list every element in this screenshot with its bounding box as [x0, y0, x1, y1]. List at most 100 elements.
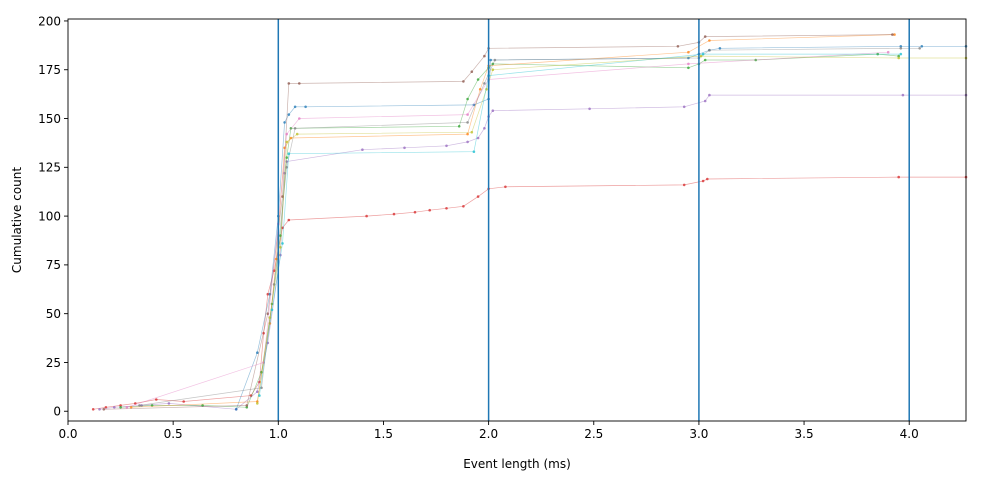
- data-point: [472, 103, 476, 107]
- series-line: [131, 34, 895, 408]
- data-point: [483, 82, 486, 85]
- series-7: [138, 47, 921, 407]
- data-point: [708, 48, 711, 52]
- data-point: [266, 292, 270, 296]
- series-3: [119, 52, 900, 409]
- data-point: [413, 210, 417, 214]
- data-point: [295, 132, 299, 136]
- series-line: [103, 34, 893, 410]
- data-point: [703, 99, 707, 103]
- data-point: [470, 70, 474, 73]
- x-tick-label: 1.5: [374, 427, 393, 441]
- data-point: [701, 52, 705, 56]
- series-line: [259, 53, 901, 396]
- data-point: [125, 406, 129, 409]
- y-tick-label: 100: [38, 209, 61, 223]
- data-point: [285, 166, 289, 169]
- data-point: [102, 408, 106, 411]
- y-axis-label: Cumulative count: [10, 167, 24, 273]
- data-point: [98, 408, 101, 411]
- data-point: [274, 257, 278, 261]
- data-point: [457, 125, 461, 128]
- data-point: [918, 47, 921, 50]
- data-point: [283, 171, 286, 175]
- data-point: [281, 242, 284, 245]
- data-point: [287, 82, 291, 85]
- data-point: [298, 82, 301, 85]
- data-point: [706, 177, 709, 181]
- data-point: [899, 45, 903, 48]
- y-tick-label: 75: [46, 258, 61, 272]
- data-point: [119, 404, 122, 407]
- data-point: [155, 398, 158, 401]
- data-point: [472, 150, 476, 153]
- reference-lines: [277, 19, 910, 421]
- data-point: [134, 402, 137, 405]
- data-point: [491, 68, 495, 71]
- data-point: [476, 195, 480, 198]
- data-point: [699, 54, 703, 58]
- data-point: [285, 132, 289, 136]
- data-point: [262, 361, 265, 364]
- data-point: [428, 208, 432, 212]
- data-point: [708, 93, 711, 97]
- data-point: [289, 136, 293, 140]
- data-point: [167, 402, 171, 405]
- data-point: [266, 341, 270, 345]
- series-6: [125, 50, 890, 409]
- data-point: [891, 33, 894, 36]
- series-4: [129, 33, 896, 409]
- series-1: [98, 93, 968, 411]
- x-tick-label: 0.5: [164, 427, 183, 441]
- data-point: [466, 97, 469, 101]
- data-point: [466, 121, 469, 124]
- data-point: [703, 58, 707, 62]
- data-point: [104, 406, 108, 409]
- data-point: [293, 105, 297, 109]
- data-point: [687, 56, 690, 60]
- x-tick-label: 3.0: [689, 427, 708, 441]
- x-tick-label: 4.0: [900, 427, 919, 441]
- data-point: [285, 156, 289, 159]
- data-point: [897, 54, 900, 58]
- data-point: [462, 80, 465, 83]
- series-line: [126, 51, 889, 408]
- data-point: [754, 58, 757, 62]
- data-point: [270, 302, 274, 306]
- data-point: [270, 308, 274, 312]
- data-point: [298, 117, 301, 120]
- data-point: [466, 132, 469, 136]
- series-8: [255, 54, 968, 405]
- data-point: [268, 322, 272, 325]
- data-point: [876, 52, 879, 56]
- y-tick-label: 175: [38, 63, 61, 77]
- data-point: [493, 58, 497, 62]
- data-point: [476, 136, 480, 140]
- x-tick-label: 1.0: [269, 427, 288, 441]
- data-point: [483, 54, 486, 58]
- data-point: [140, 404, 143, 407]
- data-point: [588, 107, 591, 111]
- data-point: [687, 66, 690, 70]
- data-point: [260, 386, 263, 390]
- data-point: [899, 47, 903, 50]
- plot-frame: [67, 18, 967, 422]
- series-5: [102, 33, 894, 411]
- data-point: [255, 390, 259, 394]
- data-point: [279, 234, 282, 237]
- data-point: [182, 400, 185, 403]
- series-0: [91, 175, 968, 411]
- data-point: [268, 316, 272, 319]
- data-point: [445, 144, 448, 148]
- data-point: [283, 121, 286, 124]
- data-point: [920, 45, 924, 48]
- data-point: [138, 404, 141, 407]
- series-line: [93, 176, 966, 410]
- series-line: [139, 47, 920, 406]
- data-point: [272, 283, 276, 286]
- data-point: [255, 400, 259, 403]
- data-point: [201, 404, 204, 407]
- data-point: [682, 105, 686, 109]
